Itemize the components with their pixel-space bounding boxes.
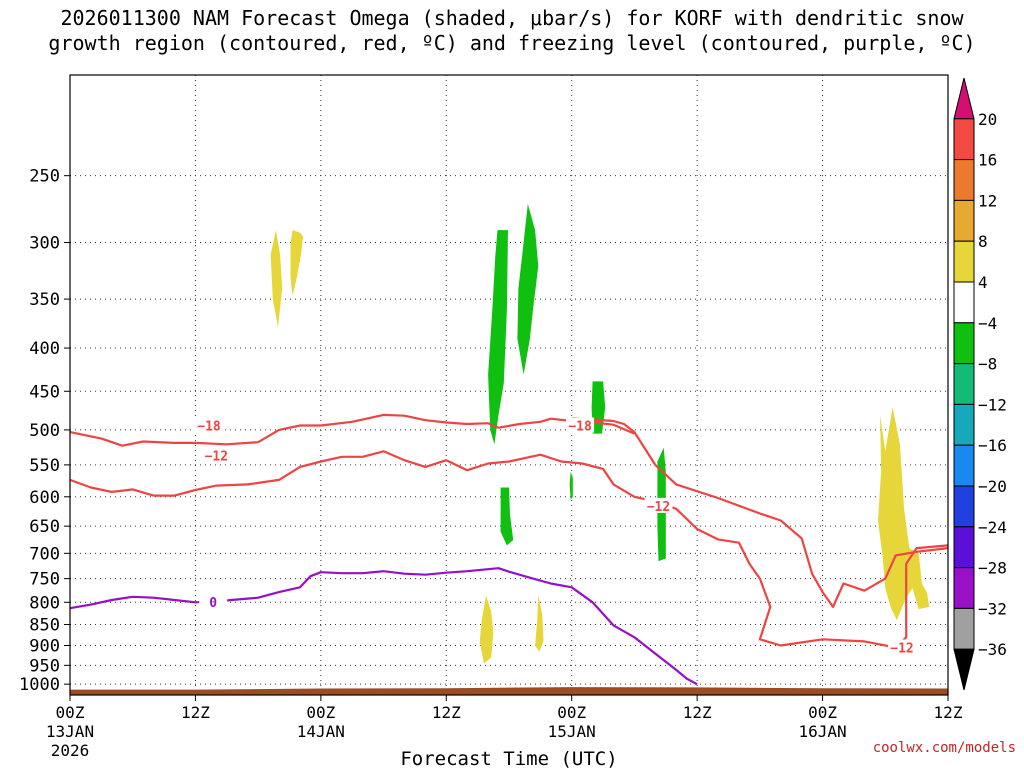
x-tick-label: 00Z: [306, 703, 335, 722]
colorbar-swatch: [953, 322, 975, 365]
colorbar-label: 16: [978, 151, 997, 170]
contour-label-bg: [644, 497, 673, 513]
y-tick-label: 400: [29, 339, 60, 359]
x-tick-year-label: 2026: [51, 741, 90, 760]
colorbar-label: −36: [978, 640, 1007, 659]
x-tick-label: 00Z: [808, 703, 837, 722]
y-tick-label: 650: [29, 517, 60, 537]
colorbar-label: 4: [978, 273, 988, 292]
colorbar-swatch: [953, 444, 975, 487]
omega-lt-4-a: [488, 230, 508, 445]
y-tick-label: 950: [29, 656, 60, 676]
contour-label: 0: [209, 596, 217, 611]
colorbar-label: −4: [978, 314, 997, 333]
x-tick-label: 12Z: [934, 703, 963, 722]
y-tick-label: 250: [29, 167, 60, 187]
colorbar-swatch: [953, 567, 975, 609]
colorbar-label: −12: [978, 395, 1007, 414]
colorbar-swatch: [953, 526, 975, 569]
colorbar-swatch: [953, 363, 975, 405]
x-tick-label: 12Z: [432, 703, 461, 722]
y-tick-label: 800: [29, 593, 60, 613]
omega-lt-4-b: [517, 203, 539, 375]
omega-lt-4-d: [569, 471, 573, 500]
contour-lines: −18 −18 −12 0 −12 −12: [69, 413, 949, 686]
colorbar-swatch: [953, 281, 975, 324]
y-tick-label: 500: [29, 421, 60, 441]
y-tick-label: 300: [29, 234, 60, 254]
x-tick-date-label: 16JAN: [798, 722, 846, 741]
omega-gt4-e: [878, 407, 930, 621]
colorbar-label: 8: [978, 232, 988, 251]
terrain: [70, 687, 948, 695]
y-tick-label: 350: [29, 290, 60, 310]
colorbar-swatch: [953, 118, 975, 161]
contour-line-0: [69, 413, 635, 447]
contour-label: −18: [568, 419, 592, 434]
x-tick-date-label: 15JAN: [548, 722, 596, 741]
terrain-fill: [70, 687, 948, 695]
contour-label: −12: [890, 642, 913, 657]
y-tick-label: 600: [29, 488, 60, 508]
y-tick-label: 850: [29, 616, 60, 636]
x-tick-label: 00Z: [557, 703, 586, 722]
colorbar-swatch: [953, 199, 975, 242]
axes: 2503003504004505005506006507007508008509…: [19, 74, 963, 768]
omega-gt4-a: [270, 230, 283, 328]
colorbar-label: −28: [978, 559, 1007, 578]
colorbar-swatch: [953, 403, 975, 446]
colorbar-label: 20: [978, 110, 997, 129]
colorbar-label: 12: [978, 191, 997, 210]
contour-label: −12: [205, 449, 228, 464]
contour-line-2: [69, 450, 949, 649]
omega-gt4-b: [290, 230, 304, 296]
omega-lt-4-e: [500, 487, 514, 546]
colorbar-label: −32: [978, 599, 1007, 618]
x-tick-label: 00Z: [56, 703, 85, 722]
contour-label-bg: [202, 447, 231, 463]
contour-label: −18: [197, 419, 221, 434]
colorbar-arrow-bottom: [953, 648, 975, 691]
title-line-2: growth region (contoured, red, ºC) and f…: [48, 31, 976, 55]
y-tick-label: 700: [29, 544, 60, 564]
contour-line-3: [69, 567, 698, 686]
contour-label-bg: [199, 593, 228, 609]
y-tick-label: 1000: [19, 675, 60, 695]
omega-shading: [270, 203, 930, 664]
y-tick-label: 450: [29, 382, 60, 402]
contour-label: −12: [647, 500, 670, 515]
x-tick-label: 12Z: [683, 703, 712, 722]
title-line-1: 2026011300 NAM Forecast Omega (shaded, μ…: [60, 6, 964, 30]
colorbar-swatch: [953, 607, 975, 650]
colorbar-label: −8: [978, 355, 997, 374]
plot-frame: [69, 74, 949, 696]
x-tick-label: 12Z: [181, 703, 210, 722]
colorbar: 20 16 12 8 4 −4 −8 −12 −16 −20 −24 −28 −32 −36: [953, 77, 1007, 691]
contour-label-bg: [888, 639, 917, 655]
colorbar-label: −16: [978, 436, 1007, 455]
chart-title: 2026011300 NAM Forecast Omega (shaded, μ…: [0, 6, 1024, 56]
contour-label-bg: [566, 417, 595, 433]
omega-gt4-d: [535, 595, 544, 652]
x-tick-date-label: 14JAN: [297, 722, 345, 741]
y-tick-label: 900: [29, 637, 60, 657]
omega-gt4-c: [479, 595, 494, 664]
y-tick-label: 550: [29, 456, 60, 476]
colorbar-label: −24: [978, 518, 1007, 537]
colorbar-swatch: [953, 240, 975, 283]
y-tick-label: 750: [29, 570, 60, 590]
colorbar-arrow-top: [953, 77, 975, 120]
contour-line-1: [571, 416, 949, 608]
x-axis-label: Forecast Time (UTC): [400, 748, 617, 768]
colorbar-label: −20: [978, 477, 1007, 496]
x-tick-date-label: 13JAN: [46, 722, 94, 741]
colorbar-swatch: [953, 159, 975, 201]
source-credit: coolwx.com/models: [872, 740, 1016, 756]
colorbar-swatch: [953, 485, 975, 528]
contour-label-bg: [195, 417, 224, 433]
